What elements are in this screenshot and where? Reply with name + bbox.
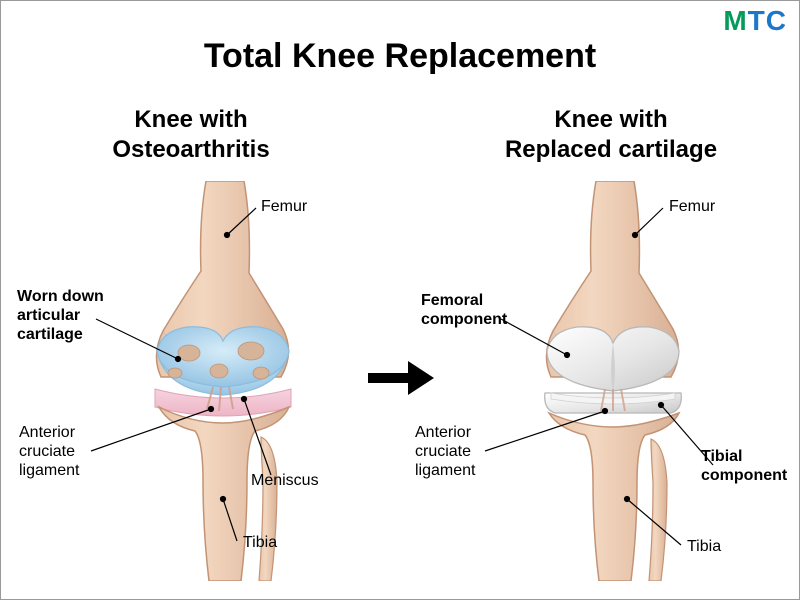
leader-lines: [1, 1, 800, 601]
label-tibia-left: Tibia: [243, 533, 277, 552]
label-acl-right: Anteriorcruciateligament: [415, 423, 475, 481]
label-tibia-right: Tibia: [687, 537, 721, 556]
label-meniscus: Meniscus: [251, 471, 319, 490]
label-femur-left: Femur: [261, 197, 307, 216]
label-femur-right: Femur: [669, 197, 715, 216]
label-femoral-component: Femoralcomponent: [421, 291, 507, 329]
label-tibial-component: Tibialcomponent: [701, 447, 787, 485]
label-worn-cartilage: Worn downarticularcartilage: [17, 287, 104, 345]
label-acl-left: Anteriorcruciateligament: [19, 423, 79, 481]
